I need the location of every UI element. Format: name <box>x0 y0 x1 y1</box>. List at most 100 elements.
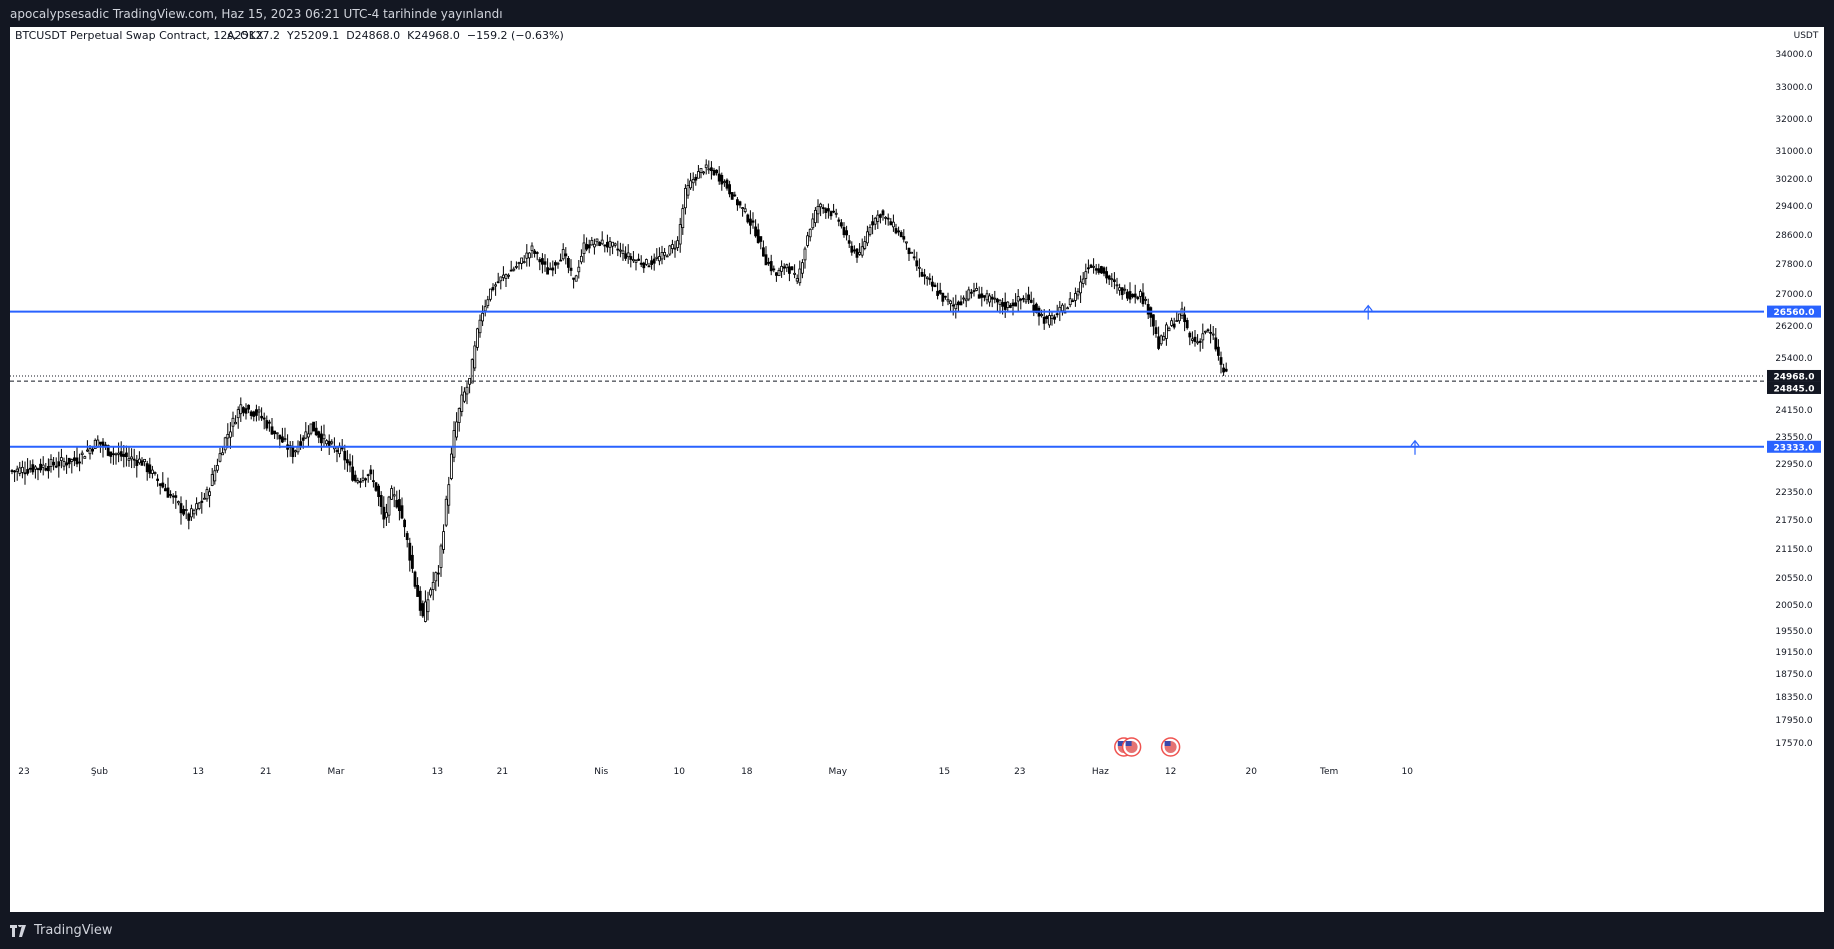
price-tick-label: 27800.0 <box>1775 260 1812 270</box>
candle <box>488 288 492 302</box>
candle <box>1068 292 1072 308</box>
candle <box>1209 324 1212 344</box>
time-tick-label: 15 <box>939 767 950 777</box>
candle <box>1118 283 1121 296</box>
candle <box>949 299 952 312</box>
candle <box>112 447 115 465</box>
candle <box>353 470 357 483</box>
candle <box>598 241 601 247</box>
candle <box>1110 273 1114 288</box>
candle <box>267 419 271 432</box>
time-tick-label: Şub <box>91 767 108 777</box>
candle <box>663 247 666 261</box>
candle <box>1092 258 1095 274</box>
tradingview-brand[interactable]: TradingView <box>10 923 113 938</box>
candle <box>83 455 87 459</box>
price-tick-label: 33000.0 <box>1775 83 1812 93</box>
candle <box>429 587 433 598</box>
candle <box>73 450 76 467</box>
candle <box>418 586 422 616</box>
time-tick-label: 10 <box>1401 767 1413 777</box>
candle <box>1222 363 1225 376</box>
price-tick-label: 17950.0 <box>1775 716 1812 726</box>
candle <box>291 441 295 464</box>
candle <box>681 204 685 235</box>
legend-symbol: BTCUSDT Perpetual Swap Contract, 12s, OK… <box>15 29 264 42</box>
us-flag-event-icon[interactable] <box>1121 737 1142 757</box>
candle <box>387 495 391 523</box>
candle <box>918 258 921 278</box>
candle <box>1162 332 1166 341</box>
footer-bar: TradingView <box>0 912 1834 949</box>
candle <box>824 207 828 219</box>
candle <box>356 477 360 485</box>
candle <box>933 282 937 288</box>
candle <box>541 253 544 274</box>
time-tick-label: May <box>828 767 847 777</box>
candle <box>309 423 313 436</box>
candle <box>127 447 131 467</box>
candle <box>1011 299 1015 316</box>
candle <box>941 292 945 307</box>
candle <box>985 289 989 305</box>
candle <box>853 245 856 254</box>
candle <box>67 457 71 469</box>
candle <box>1079 275 1082 303</box>
candle <box>621 243 625 261</box>
candle <box>57 451 61 478</box>
candle <box>1219 351 1223 374</box>
candle <box>936 282 939 300</box>
alert-arrow-icon[interactable] <box>1410 439 1420 455</box>
candle <box>520 257 524 270</box>
candle <box>608 236 612 256</box>
candle <box>470 358 474 384</box>
chart-area[interactable]: 26560.0 23333.0 24968.0 24845.0 USDT 34000.… <box>10 27 1824 912</box>
candle <box>1029 291 1033 304</box>
candle <box>1214 328 1218 352</box>
candle <box>317 430 321 444</box>
candle <box>455 412 459 441</box>
candle <box>775 272 778 282</box>
candle <box>655 248 659 261</box>
candle <box>499 276 503 290</box>
candle <box>1224 362 1228 373</box>
publish-info: apocalypsesadic TradingView.com, Haz 15,… <box>10 7 503 21</box>
candle <box>351 455 355 482</box>
candle <box>221 447 225 456</box>
candle <box>132 448 136 469</box>
candle <box>496 272 500 284</box>
candle <box>44 462 48 472</box>
candle <box>384 503 388 526</box>
candle <box>879 213 882 224</box>
candle <box>860 238 864 258</box>
candle <box>756 223 760 244</box>
candle <box>832 203 835 214</box>
candle <box>816 199 820 224</box>
candlestick-chart[interactable]: 26560.0 23333.0 24968.0 24845.0 USDT 34000.… <box>10 27 1824 912</box>
candle <box>312 421 316 432</box>
us-flag-event-icon[interactable] <box>1160 737 1181 757</box>
candle <box>697 165 700 179</box>
candle <box>866 225 869 247</box>
candle <box>676 236 679 252</box>
candle <box>827 203 830 219</box>
candle <box>335 446 339 463</box>
candle <box>873 216 877 230</box>
last-price-badge <box>1767 381 1821 394</box>
legend-ohlc: A25127.2 Y25209.1 D24868.0 K24968.0 −159… <box>227 29 564 42</box>
candle <box>645 258 648 266</box>
price-tick-label: 17570.0 <box>1775 739 1812 749</box>
candle <box>509 260 513 272</box>
candle <box>902 229 906 243</box>
candle <box>161 472 165 489</box>
candle <box>130 448 133 469</box>
alert-arrow-icon[interactable] <box>1363 304 1373 320</box>
last-price-label: 24968.0 <box>1774 372 1815 382</box>
candle <box>788 262 791 282</box>
candle <box>343 444 347 470</box>
candle <box>137 451 141 465</box>
price-tick-label: 21750.0 <box>1775 516 1812 526</box>
candle <box>91 446 94 455</box>
price-tick-label: 20050.0 <box>1775 601 1812 611</box>
candle <box>293 449 297 458</box>
